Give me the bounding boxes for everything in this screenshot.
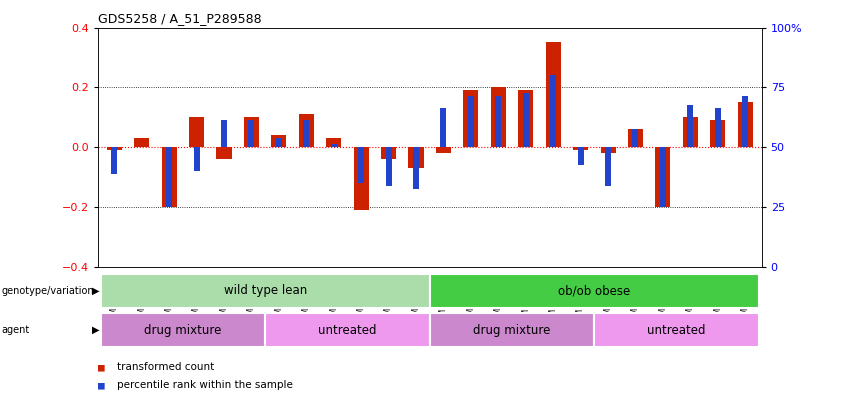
Bar <box>354 147 368 210</box>
Bar <box>573 147 588 151</box>
Text: untreated: untreated <box>318 323 377 337</box>
Text: untreated: untreated <box>648 323 705 337</box>
Bar <box>605 147 611 186</box>
Bar <box>742 96 748 147</box>
Bar <box>193 147 200 171</box>
Bar <box>326 138 341 147</box>
Bar <box>216 147 231 160</box>
Text: GDS5258 / A_51_P289588: GDS5258 / A_51_P289588 <box>98 12 261 25</box>
Bar <box>683 118 698 147</box>
Bar <box>221 120 227 147</box>
Bar <box>100 274 430 308</box>
Bar <box>271 135 287 147</box>
Bar <box>463 90 478 147</box>
Bar <box>162 147 177 208</box>
Bar <box>628 129 643 147</box>
Text: genotype/variation: genotype/variation <box>2 286 94 296</box>
Text: ▶: ▶ <box>92 286 100 296</box>
Text: transformed count: transformed count <box>117 362 214 373</box>
Bar <box>266 313 430 347</box>
Text: ob/ob obese: ob/ob obese <box>558 284 631 298</box>
Bar <box>134 138 149 147</box>
Bar <box>594 313 759 347</box>
Bar <box>303 120 310 147</box>
Bar <box>430 274 759 308</box>
Text: percentile rank within the sample: percentile rank within the sample <box>117 380 293 390</box>
Bar <box>711 120 725 147</box>
Bar <box>655 147 671 208</box>
Bar <box>578 147 584 165</box>
Bar <box>408 147 424 168</box>
Text: drug mixture: drug mixture <box>144 323 221 337</box>
Bar <box>601 147 615 153</box>
Bar <box>523 94 528 147</box>
Text: agent: agent <box>2 325 30 335</box>
Bar <box>100 313 266 347</box>
Bar <box>715 108 721 147</box>
Bar <box>413 147 419 189</box>
Text: ▶: ▶ <box>92 325 100 335</box>
Bar <box>495 96 501 147</box>
Bar <box>386 147 391 186</box>
Bar <box>244 118 259 147</box>
Bar <box>550 75 557 147</box>
Bar <box>111 147 117 174</box>
Bar <box>688 105 694 147</box>
Bar <box>276 138 282 147</box>
Bar <box>491 87 505 147</box>
Bar <box>436 147 451 153</box>
Bar <box>738 103 753 147</box>
Bar <box>381 147 397 160</box>
Bar <box>468 96 474 147</box>
Bar <box>106 147 122 151</box>
Text: wild type lean: wild type lean <box>224 284 307 298</box>
Bar <box>358 147 364 183</box>
Bar <box>430 313 594 347</box>
Bar <box>331 144 337 147</box>
Bar <box>299 114 314 147</box>
Bar <box>441 108 447 147</box>
Bar <box>518 90 534 147</box>
Bar <box>248 120 254 147</box>
Bar <box>166 147 172 208</box>
Bar <box>545 42 561 147</box>
Text: ■: ■ <box>98 380 105 390</box>
Bar <box>632 129 638 147</box>
Bar <box>660 147 666 208</box>
Bar <box>189 118 204 147</box>
Text: drug mixture: drug mixture <box>473 323 551 337</box>
Text: ■: ■ <box>98 362 105 373</box>
